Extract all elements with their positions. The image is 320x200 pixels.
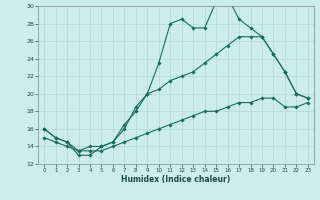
X-axis label: Humidex (Indice chaleur): Humidex (Indice chaleur) (121, 175, 231, 184)
